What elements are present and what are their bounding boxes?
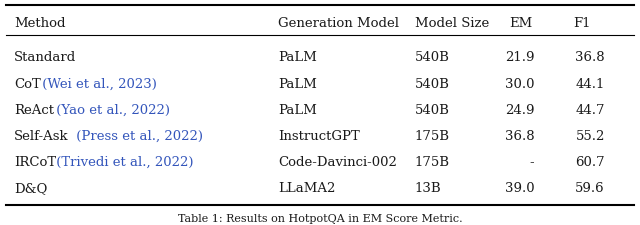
Text: (Yao et al., 2022): (Yao et al., 2022) bbox=[52, 103, 170, 116]
Text: PaLM: PaLM bbox=[278, 103, 317, 116]
Text: Code-Davinci-002: Code-Davinci-002 bbox=[278, 155, 397, 169]
Text: -: - bbox=[530, 155, 534, 169]
Text: IRCoT: IRCoT bbox=[14, 155, 56, 169]
Text: Table 1: Results on HotpotQA in EM Score Metric.: Table 1: Results on HotpotQA in EM Score… bbox=[178, 213, 462, 223]
Text: (Trivedi et al., 2022): (Trivedi et al., 2022) bbox=[52, 155, 194, 169]
Text: 44.1: 44.1 bbox=[575, 77, 605, 90]
Text: PaLM: PaLM bbox=[278, 77, 317, 90]
Text: 21.9: 21.9 bbox=[505, 51, 534, 64]
Text: 55.2: 55.2 bbox=[575, 129, 605, 142]
Text: ReAct: ReAct bbox=[14, 103, 54, 116]
Text: 60.7: 60.7 bbox=[575, 155, 605, 169]
Text: 59.6: 59.6 bbox=[575, 182, 605, 195]
Text: PaLM: PaLM bbox=[278, 51, 317, 64]
Text: EM: EM bbox=[509, 17, 532, 30]
Text: 13B: 13B bbox=[415, 182, 442, 195]
Text: 24.9: 24.9 bbox=[505, 103, 534, 116]
Text: InstructGPT: InstructGPT bbox=[278, 129, 360, 142]
Text: LLaMA2: LLaMA2 bbox=[278, 182, 336, 195]
Text: 175B: 175B bbox=[415, 129, 450, 142]
Text: 30.0: 30.0 bbox=[505, 77, 534, 90]
Text: 540B: 540B bbox=[415, 77, 449, 90]
Text: CoT: CoT bbox=[14, 77, 41, 90]
Text: 540B: 540B bbox=[415, 51, 449, 64]
Text: 36.8: 36.8 bbox=[505, 129, 534, 142]
Text: Self-Ask: Self-Ask bbox=[14, 129, 68, 142]
Text: Method: Method bbox=[14, 17, 65, 30]
Text: F1: F1 bbox=[573, 17, 590, 30]
Text: 540B: 540B bbox=[415, 103, 449, 116]
Text: Standard: Standard bbox=[14, 51, 76, 64]
Text: 39.0: 39.0 bbox=[505, 182, 534, 195]
Text: Generation Model: Generation Model bbox=[278, 17, 399, 30]
Text: (Wei et al., 2023): (Wei et al., 2023) bbox=[38, 77, 157, 90]
Text: Model Size: Model Size bbox=[415, 17, 489, 30]
Text: (Press et al., 2022): (Press et al., 2022) bbox=[72, 129, 203, 142]
Text: D&Q: D&Q bbox=[14, 182, 47, 195]
Text: 44.7: 44.7 bbox=[575, 103, 605, 116]
Text: 36.8: 36.8 bbox=[575, 51, 605, 64]
Text: 175B: 175B bbox=[415, 155, 450, 169]
